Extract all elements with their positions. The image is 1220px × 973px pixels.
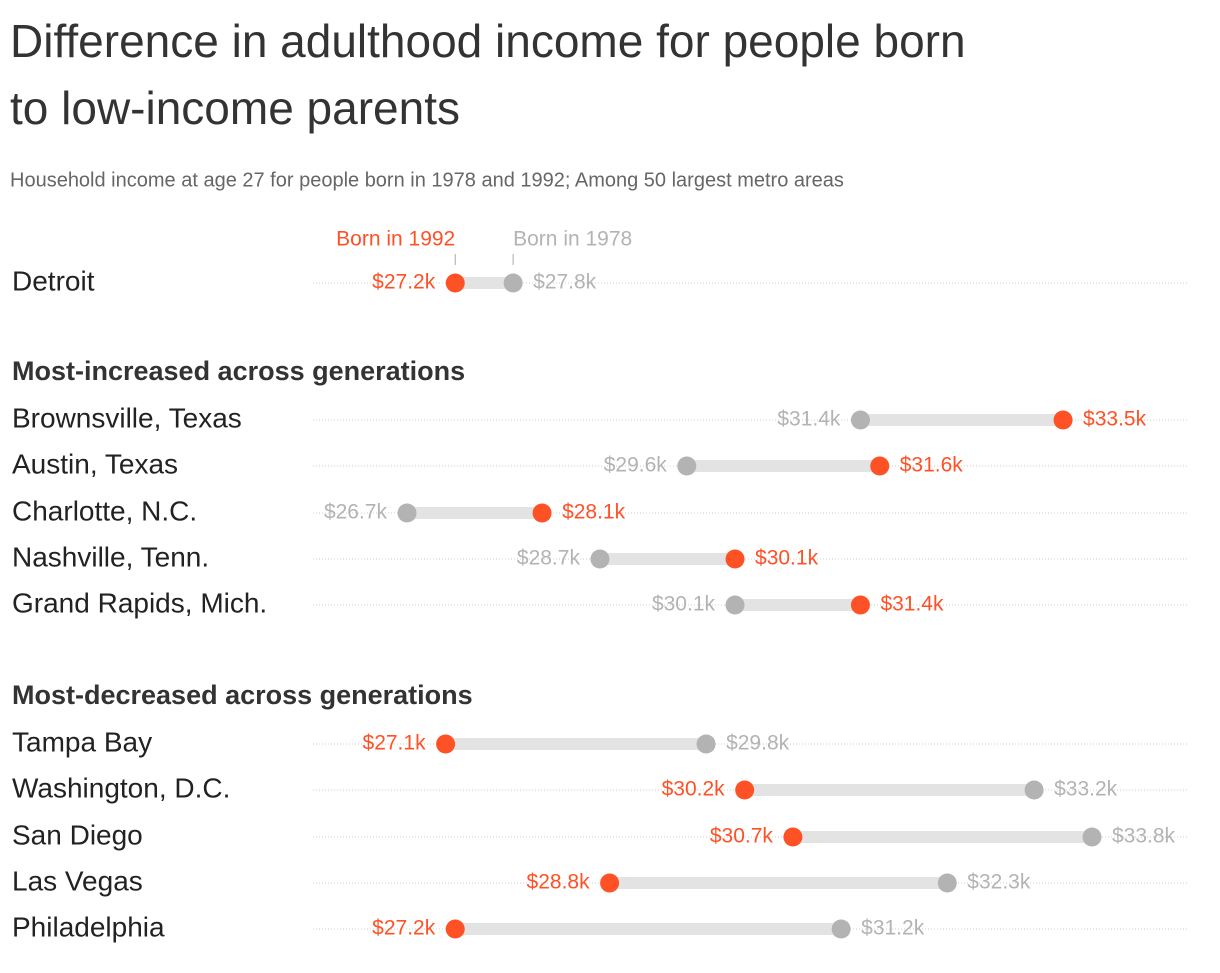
value-label: $29.8k: [726, 732, 790, 755]
dot: [735, 780, 755, 800]
dot: [850, 410, 870, 430]
legend-label: Born in 1978: [513, 228, 632, 251]
value-label: $33.8k: [1112, 825, 1176, 848]
value-label: $30.1k: [755, 547, 819, 570]
dot: [600, 873, 620, 893]
value-label: $27.1k: [363, 732, 427, 755]
row-label: Las Vegas: [12, 865, 143, 896]
dot: [445, 273, 465, 293]
value-label: $28.8k: [527, 871, 591, 894]
dot: [436, 734, 456, 754]
row-label: Detroit: [12, 265, 95, 296]
row-label: Washington, D.C.: [12, 772, 230, 803]
dot: [831, 919, 851, 939]
row-label: Charlotte, N.C.: [12, 495, 197, 526]
value-label: $28.7k: [517, 547, 581, 570]
value-label: $27.8k: [533, 271, 597, 294]
dot: [937, 873, 957, 893]
row-label: Grand Rapids, Mich.: [12, 587, 267, 618]
value-label: $31.4k: [880, 593, 944, 616]
value-label: $30.1k: [652, 593, 716, 616]
dot: [590, 549, 610, 569]
value-label: $31.2k: [861, 917, 925, 940]
dot: [1024, 780, 1044, 800]
dot: [397, 503, 417, 523]
row-label: Nashville, Tenn.: [12, 541, 209, 572]
row-label: Austin, Texas: [12, 448, 178, 479]
dot: [1082, 827, 1102, 847]
dot: [1053, 410, 1073, 430]
dot: [532, 503, 552, 523]
value-label: $33.2k: [1054, 778, 1118, 801]
dot: [870, 456, 890, 476]
dot: [677, 456, 697, 476]
value-label: $30.7k: [710, 825, 774, 848]
value-label: $27.2k: [372, 917, 436, 940]
value-label: $26.7k: [324, 501, 388, 524]
value-label: $33.5k: [1083, 408, 1147, 431]
value-label: $31.6k: [900, 454, 964, 477]
value-label: $28.1k: [562, 501, 626, 524]
dot: [725, 595, 745, 615]
value-label: $31.4k: [777, 408, 841, 431]
value-label: $32.3k: [967, 871, 1031, 894]
row-label: San Diego: [12, 819, 143, 850]
dot: [850, 595, 870, 615]
row-label: Tampa Bay: [12, 726, 152, 757]
dot: [725, 549, 745, 569]
dot: [783, 827, 803, 847]
value-label: $29.6k: [604, 454, 668, 477]
legend-label: Born in 1992: [336, 228, 455, 251]
row-label: Brownsville, Texas: [12, 402, 242, 433]
chart-title: Difference in adulthood income for peopl…: [10, 15, 966, 134]
row-label: Philadelphia: [12, 911, 165, 942]
section-title: Most-decreased across generations: [12, 680, 473, 710]
dot: [503, 273, 523, 293]
chart-subtitle: Household income at age 27 for people bo…: [10, 169, 844, 191]
value-label: $27.2k: [372, 271, 436, 294]
section-title: Most-increased across generations: [12, 356, 465, 386]
dot: [445, 919, 465, 939]
dot: [696, 734, 716, 754]
value-label: $30.2k: [662, 778, 726, 801]
